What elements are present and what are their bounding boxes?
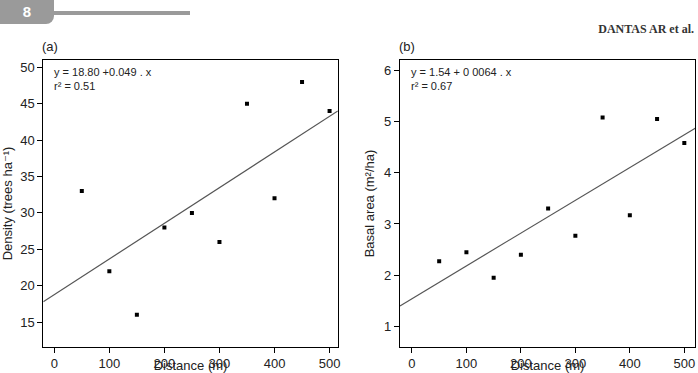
html-text:8: 8 [22, 3, 32, 20]
svg-text:25: 25 [20, 242, 34, 257]
svg-text:(b): (b) [399, 39, 415, 54]
svg-text:400: 400 [619, 356, 641, 371]
svg-text:500: 500 [673, 356, 695, 371]
svg-text:300: 300 [209, 356, 231, 371]
svg-text:15: 15 [20, 315, 34, 330]
svg-text:500: 500 [319, 356, 341, 371]
svg-text:100: 100 [98, 356, 120, 371]
svg-text:300: 300 [565, 356, 587, 371]
svg-text:20: 20 [20, 278, 34, 293]
svg-text:(a): (a) [42, 39, 58, 54]
svg-text:y = 18.80 +0.049 . xr² = 0.51: y = 18.80 +0.049 . xr² = 0.51 [54, 66, 152, 92]
svg-text:Distance (m): Distance (m) [154, 358, 228, 373]
svg-text:45: 45 [20, 96, 34, 111]
svg-text:40: 40 [20, 133, 34, 148]
svg-text:400: 400 [264, 356, 286, 371]
svg-text:50: 50 [20, 60, 34, 75]
svg-text:0: 0 [408, 356, 415, 371]
svg-text:6: 6 [384, 63, 391, 78]
svg-text:1: 1 [384, 319, 391, 334]
svg-text:100: 100 [456, 356, 478, 371]
svg-text:5: 5 [384, 114, 391, 129]
svg-text:2: 2 [384, 268, 391, 283]
svg-text:4: 4 [384, 165, 391, 180]
svg-text:30: 30 [20, 205, 34, 220]
html-text:DANTAS AR et al.: DANTAS AR et al. [598, 22, 694, 36]
svg-text:0: 0 [51, 356, 58, 371]
svg-text:200: 200 [510, 356, 532, 371]
svg-text:y = 1.54 + 0 0064 . xr² = 0.67: y = 1.54 + 0 0064 . xr² = 0.67 [411, 66, 512, 92]
svg-text:35: 35 [20, 169, 34, 184]
svg-text:Basal area (m²/ha): Basal area (m²/ha) [362, 150, 377, 258]
svg-text:Distance (m): Distance (m) [511, 358, 585, 373]
svg-text:Density (trees ha⁻¹): Density (trees ha⁻¹) [0, 147, 15, 261]
svg-text:3: 3 [384, 217, 391, 232]
svg-text:200: 200 [154, 356, 176, 371]
